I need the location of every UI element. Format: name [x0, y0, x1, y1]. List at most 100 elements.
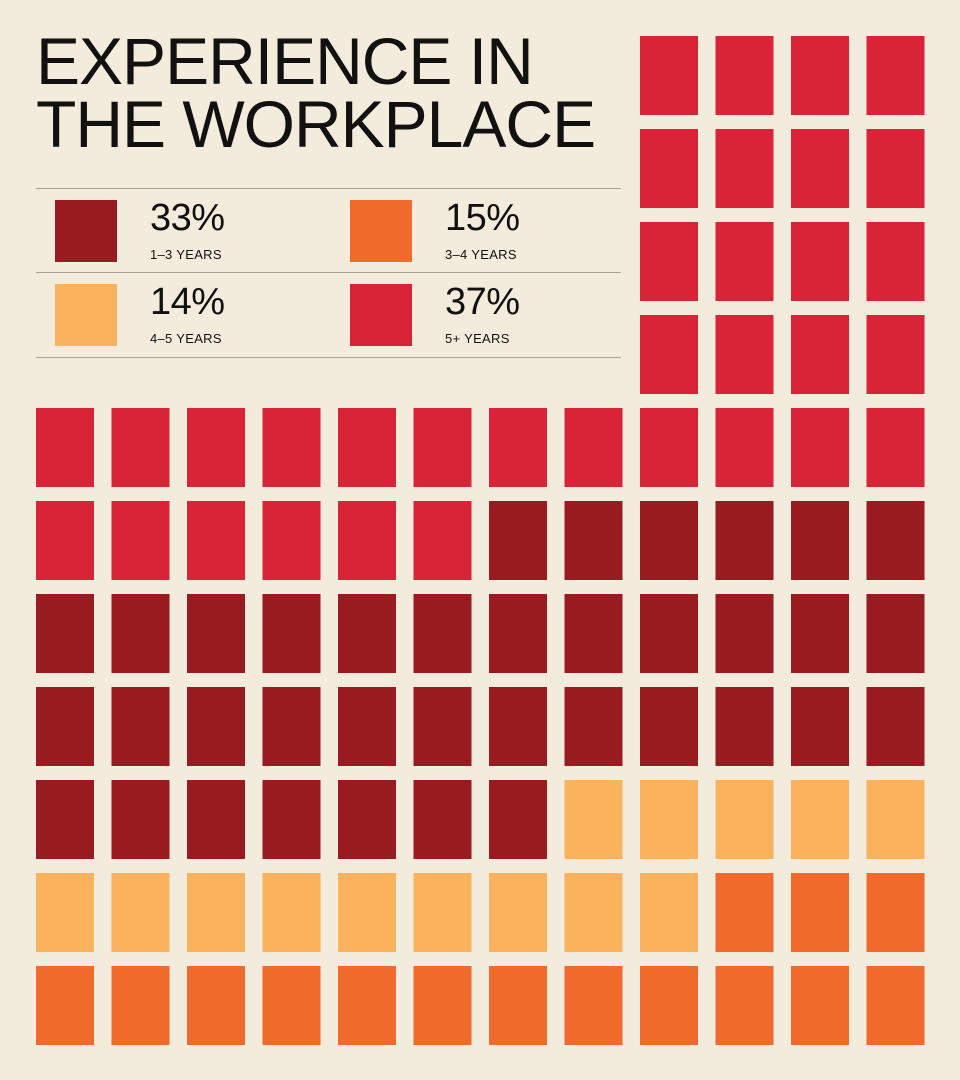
waffle-cell-1-3 — [262, 687, 321, 766]
waffle-cell-3-4 — [640, 966, 698, 1045]
waffle-cell-5-plus — [715, 36, 774, 115]
waffle-cell-5-plus — [640, 36, 698, 115]
legend-divider — [36, 272, 621, 273]
waffle-cell-5-plus — [413, 501, 472, 580]
waffle-cell-5-plus — [715, 129, 774, 208]
waffle-cell-1-3 — [489, 687, 547, 766]
legend-item-5-plus-years: 37% 5+ YEARS — [350, 281, 630, 348]
waffle-cell-3-4 — [791, 966, 849, 1045]
waffle-cell-3-4 — [564, 966, 623, 1045]
waffle-cell-4-5 — [262, 873, 321, 952]
legend-label: 1–3 YEARS — [150, 247, 222, 262]
waffle-cell-1-3 — [111, 687, 170, 766]
waffle-cell-1-3 — [640, 594, 698, 673]
waffle-cell-3-4 — [791, 873, 849, 952]
waffle-cell-3-4 — [715, 966, 774, 1045]
waffle-cell-1-3 — [866, 594, 925, 673]
waffle-cell-1-3 — [262, 780, 321, 859]
legend-item-3-4-years: 15% 3–4 YEARS — [350, 197, 630, 264]
waffle-cell-1-3 — [564, 687, 623, 766]
waffle-cell-4-5 — [564, 780, 623, 859]
waffle-cell-1-3 — [489, 780, 547, 859]
waffle-cell-1-3 — [338, 594, 396, 673]
legend-item-4-5-years: 14% 4–5 YEARS — [55, 281, 335, 348]
waffle-cell-5-plus — [564, 408, 623, 487]
waffle-cell-1-3 — [715, 594, 774, 673]
waffle-cell-4-5 — [413, 873, 472, 952]
waffle-cell-1-3 — [413, 594, 472, 673]
waffle-cell-5-plus — [36, 408, 94, 487]
waffle-cell-3-4 — [715, 873, 774, 952]
waffle-cell-5-plus — [262, 408, 321, 487]
waffle-cell-4-5 — [111, 873, 170, 952]
legend-swatch — [350, 200, 412, 262]
waffle-cell-1-3 — [262, 594, 321, 673]
waffle-cell-1-3 — [187, 594, 245, 673]
waffle-cell-5-plus — [791, 129, 849, 208]
waffle-cell-4-5 — [36, 873, 94, 952]
waffle-cell-5-plus — [791, 315, 849, 394]
legend-label: 3–4 YEARS — [445, 247, 517, 262]
waffle-cell-3-4 — [36, 966, 94, 1045]
waffle-cell-5-plus — [791, 36, 849, 115]
waffle-cell-5-plus — [640, 315, 698, 394]
waffle-cell-5-plus — [262, 501, 321, 580]
waffle-cell-1-3 — [413, 687, 472, 766]
chart-title-line: THE WORKPLACE — [36, 87, 596, 161]
waffle-cell-1-3 — [36, 687, 94, 766]
waffle-cell-1-3 — [866, 501, 925, 580]
legend-percent: 37% — [445, 281, 520, 323]
waffle-cell-1-3 — [715, 501, 774, 580]
waffle-cell-1-3 — [36, 594, 94, 673]
waffle-cell-4-5 — [640, 873, 698, 952]
waffle-cell-4-5 — [640, 780, 698, 859]
waffle-cell-3-4 — [866, 873, 925, 952]
waffle-cell-1-3 — [413, 780, 472, 859]
legend-percent: 33% — [150, 197, 225, 239]
waffle-cell-1-3 — [640, 501, 698, 580]
waffle-cell-1-3 — [791, 594, 849, 673]
waffle-cell-4-5 — [564, 873, 623, 952]
waffle-cell-1-3 — [338, 780, 396, 859]
waffle-cell-5-plus — [338, 408, 396, 487]
legend: 33% 1–3 YEARS 15% 3–4 YEARS 14% 4–5 YEAR… — [36, 188, 621, 358]
legend-swatch — [55, 284, 117, 346]
waffle-cell-5-plus — [111, 408, 170, 487]
waffle-cell-4-5 — [338, 873, 396, 952]
waffle-cell-3-4 — [338, 966, 396, 1045]
waffle-cell-1-3 — [640, 687, 698, 766]
waffle-cell-1-3 — [715, 687, 774, 766]
waffle-cell-4-5 — [187, 873, 245, 952]
legend-percent: 14% — [150, 281, 225, 323]
waffle-cell-1-3 — [338, 687, 396, 766]
legend-label: 5+ YEARS — [445, 331, 510, 346]
legend-swatch — [350, 284, 412, 346]
waffle-cell-5-plus — [866, 408, 925, 487]
waffle-cell-1-3 — [187, 687, 245, 766]
waffle-cell-4-5 — [715, 780, 774, 859]
waffle-cell-5-plus — [715, 222, 774, 301]
waffle-cell-1-3 — [866, 687, 925, 766]
waffle-cell-1-3 — [111, 780, 170, 859]
legend-swatch — [55, 200, 117, 262]
waffle-cell-5-plus — [640, 222, 698, 301]
legend-item-1-3-years: 33% 1–3 YEARS — [55, 197, 335, 264]
waffle-cell-5-plus — [111, 501, 170, 580]
waffle-cell-5-plus — [36, 501, 94, 580]
waffle-cell-5-plus — [866, 315, 925, 394]
waffle-cell-5-plus — [791, 222, 849, 301]
waffle-cell-5-plus — [640, 408, 698, 487]
waffle-cell-3-4 — [111, 966, 170, 1045]
legend-percent: 15% — [445, 197, 520, 239]
waffle-cell-5-plus — [640, 129, 698, 208]
waffle-cell-5-plus — [866, 222, 925, 301]
waffle-cell-1-3 — [36, 780, 94, 859]
waffle-cell-1-3 — [111, 594, 170, 673]
waffle-cell-5-plus — [715, 315, 774, 394]
waffle-cell-4-5 — [866, 780, 925, 859]
waffle-cell-1-3 — [791, 501, 849, 580]
waffle-cell-5-plus — [338, 501, 396, 580]
waffle-cell-1-3 — [564, 594, 623, 673]
waffle-cell-3-4 — [866, 966, 925, 1045]
